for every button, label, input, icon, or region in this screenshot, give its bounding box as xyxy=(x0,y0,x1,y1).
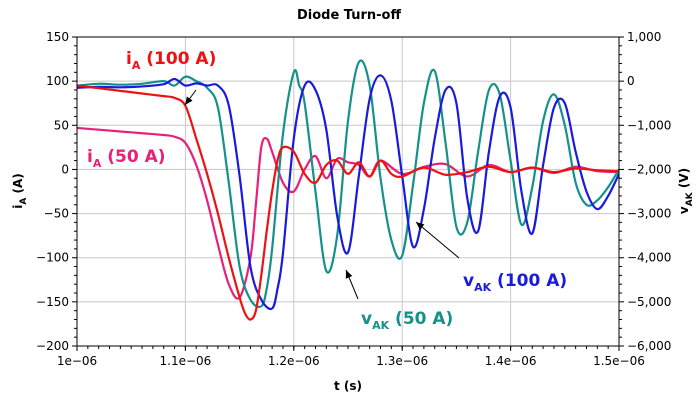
x-tick-label: 1.3e−06 xyxy=(376,354,428,368)
x-tick-label: 1e−06 xyxy=(57,354,97,368)
y-right-tick-label: −3,000 xyxy=(627,207,671,221)
y-left-tick-label: −50 xyxy=(44,207,69,221)
x-tick-label: 1.2e−06 xyxy=(268,354,320,368)
series-lines xyxy=(77,59,619,321)
plot-frame xyxy=(76,36,620,347)
annotation-vAK_50: vAK (50 A) xyxy=(361,309,453,332)
y-right-tick-label: −4,000 xyxy=(627,251,671,265)
x-tick-label: 1.4e−06 xyxy=(485,354,537,368)
arrow-vAK-50-head xyxy=(345,270,353,279)
y-left-tick-label: 100 xyxy=(46,74,69,88)
y-right-tick-label: −5,000 xyxy=(627,295,671,309)
x-axis-label: t (s) xyxy=(334,379,362,393)
y-right-axis-ticks: 1,000 0 −1,000 −2,000 −3,000 −4,000 −5,000 −6,0… xyxy=(619,30,671,353)
arrow-vAK-100-head xyxy=(416,222,425,230)
arrow-iA-100-head xyxy=(185,96,193,105)
series-line-vAK_50 xyxy=(77,59,619,309)
y-left-tick-label: 50 xyxy=(54,118,69,132)
annotation-arrows xyxy=(184,89,460,300)
y-left-tick-label: 0 xyxy=(61,162,69,176)
x-axis-ticks: 1e−06 1.1e−06 1.2e−06 1.3e−06 1.4e−06 1.5e−06 xyxy=(57,346,645,368)
y-right-tick-label: 1,000 xyxy=(627,30,661,44)
x-tick-label: 1.5e−06 xyxy=(593,354,645,368)
arrow-vAK-100 xyxy=(415,221,460,259)
y-left-tick-label: 150 xyxy=(46,30,69,44)
y-right-tick-label: −2,000 xyxy=(627,162,671,176)
y-left-axis-ticks: 150 100 50 0 −50 −100 −150 −200 xyxy=(36,30,77,353)
annotation-iA_100: iA (100 A) xyxy=(126,49,216,72)
y-left-tick-label: −200 xyxy=(36,339,69,353)
annotation-vAK_100: vAK (100 A) xyxy=(463,271,567,294)
y-left-tick-label: −150 xyxy=(36,295,69,309)
y-right-tick-label: −6,000 xyxy=(627,339,671,353)
y-right-tick-label: −1,000 xyxy=(627,118,671,132)
series-line-iA_100 xyxy=(77,84,619,321)
chart-title: Diode Turn-off xyxy=(297,8,402,23)
y-right-tick-label: 0 xyxy=(627,74,635,88)
series-line-vAK_100 xyxy=(77,74,619,311)
grid xyxy=(76,36,620,347)
series-annotations: iA (100 A) iA (50 A) vAK (100 A) vAK (50 A) xyxy=(87,49,567,332)
y-right-axis-label: vAK (V) xyxy=(677,168,695,214)
annotation-iA_50: iA (50 A) xyxy=(87,147,166,170)
y-left-axis-label: iA (A) xyxy=(11,173,29,209)
y-left-tick-label: −100 xyxy=(36,251,69,265)
x-tick-label: 1.1e−06 xyxy=(160,354,212,368)
